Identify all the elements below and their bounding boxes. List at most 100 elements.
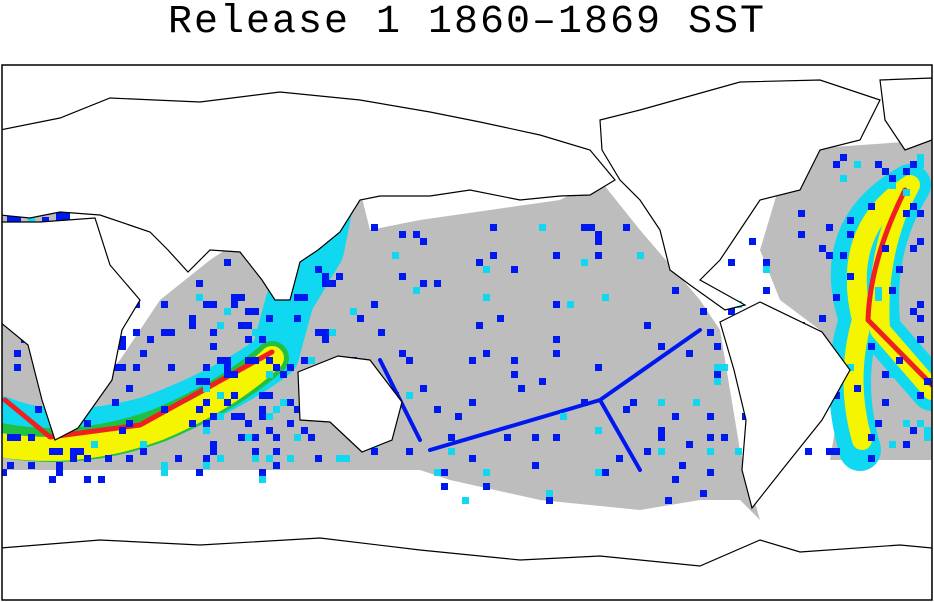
cell (161, 462, 168, 469)
cell (826, 252, 833, 259)
cell (553, 252, 560, 259)
cell (476, 259, 483, 266)
cell (819, 315, 826, 322)
cell (224, 357, 231, 364)
cell (140, 448, 147, 455)
cell (189, 315, 196, 322)
cell (266, 371, 273, 378)
cell (308, 434, 315, 441)
cell (602, 469, 609, 476)
cell (28, 462, 35, 469)
cell (749, 238, 756, 245)
cell (490, 224, 497, 231)
cell (63, 210, 70, 217)
cell (707, 413, 714, 420)
cell (119, 336, 126, 343)
cell (133, 329, 140, 336)
cell (924, 427, 931, 434)
cell (833, 392, 840, 399)
cell (707, 329, 714, 336)
cell (728, 308, 735, 315)
eurasia (2, 91, 616, 301)
cell (196, 294, 203, 301)
cell (728, 259, 735, 266)
cell (203, 427, 210, 434)
cell (434, 280, 441, 287)
cell (882, 399, 889, 406)
cell (917, 154, 924, 161)
cell (140, 441, 147, 448)
cell (210, 329, 217, 336)
cell (833, 406, 840, 413)
cell (483, 483, 490, 490)
cell (231, 294, 238, 301)
cell (84, 420, 91, 427)
cell (896, 266, 903, 273)
cell (840, 252, 847, 259)
cell (658, 399, 665, 406)
cell (336, 273, 343, 280)
cell (434, 406, 441, 413)
cell (539, 378, 546, 385)
cell (98, 476, 105, 483)
cell (847, 231, 854, 238)
cell (462, 497, 469, 504)
cell (273, 462, 280, 469)
cell (378, 329, 385, 336)
cell (49, 448, 56, 455)
cell (252, 434, 259, 441)
cell (924, 434, 931, 441)
cell (889, 441, 896, 448)
cell (301, 357, 308, 364)
cell (273, 406, 280, 413)
cell (196, 406, 203, 413)
cell (399, 273, 406, 280)
cell (350, 308, 357, 315)
cell (644, 322, 651, 329)
cell (7, 434, 14, 441)
cell (210, 343, 217, 350)
cell (595, 427, 602, 434)
cell (763, 259, 770, 266)
cell (406, 448, 413, 455)
cell (315, 455, 322, 462)
cell (441, 483, 448, 490)
land (2, 77, 932, 600)
cell (301, 427, 308, 434)
cell (56, 448, 63, 455)
cell (238, 294, 245, 301)
cell (189, 420, 196, 427)
ship-track-bands (2, 164, 932, 472)
ocean-coverage (2, 140, 932, 520)
cell (840, 175, 847, 182)
cell (924, 378, 931, 385)
cell (420, 238, 427, 245)
cell (511, 371, 518, 378)
cell (35, 406, 42, 413)
cell (882, 371, 889, 378)
cell (294, 406, 301, 413)
cell (7, 217, 14, 224)
cell (210, 448, 217, 455)
cell (483, 294, 490, 301)
cell (616, 455, 623, 462)
cell (546, 490, 553, 497)
cell (553, 301, 560, 308)
cell (259, 413, 266, 420)
cell (56, 210, 63, 217)
cell (532, 434, 539, 441)
cell (854, 161, 861, 168)
cell (161, 469, 168, 476)
cell (721, 434, 728, 441)
cell (693, 399, 700, 406)
cell (301, 294, 308, 301)
map-body (2, 77, 932, 600)
cell (889, 175, 896, 182)
cell (721, 364, 728, 371)
cell (875, 161, 882, 168)
cell (259, 469, 266, 476)
cell (343, 455, 350, 462)
cell (322, 336, 329, 343)
antarctica (2, 537, 932, 600)
cell (273, 434, 280, 441)
